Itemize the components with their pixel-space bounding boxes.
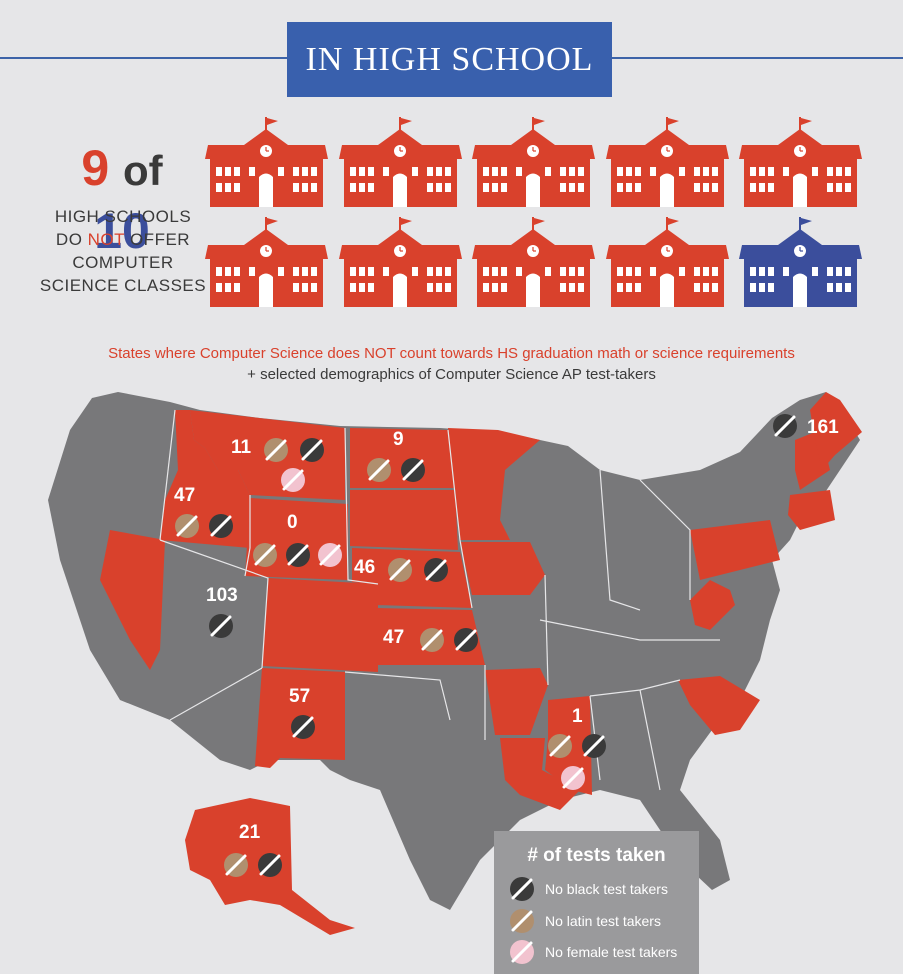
state-west-virginia — [690, 580, 735, 630]
ratio-denominator: 10 — [94, 203, 150, 259]
state-nevada — [100, 530, 165, 670]
state-colorado — [262, 578, 378, 672]
legend-item-black: No black test takers — [509, 876, 668, 902]
us-map — [48, 392, 862, 935]
state-idaho — [160, 410, 250, 548]
latin-badge-icon — [419, 627, 445, 653]
latin-badge-icon — [509, 908, 535, 934]
latin-badge-icon — [547, 733, 573, 759]
ratio-numerator: 9 — [81, 140, 110, 196]
state-iowa — [460, 542, 545, 595]
state-count-ms: 1 — [572, 706, 583, 727]
ratio-stat: 9 of 10 — [52, 138, 192, 261]
legend-title: # of tests taken — [527, 845, 666, 866]
state-count-ak: 21 — [239, 822, 261, 843]
latin-badge-icon — [263, 437, 289, 463]
latin-badge-icon — [174, 513, 200, 539]
page-title: IN HIGH SCHOOL — [287, 22, 612, 97]
state-count-wy: 0 — [287, 512, 298, 533]
state-count-ne: 46 — [354, 557, 376, 578]
black-badge-icon — [453, 627, 479, 653]
state-minnesota — [448, 428, 540, 540]
state-borders — [159, 409, 720, 791]
state-count-me: 161 — [807, 417, 839, 438]
state-count-id: 47 — [174, 485, 196, 506]
state-louisiana — [500, 738, 580, 810]
map-caption: States where Computer Science does NOT c… — [108, 345, 795, 383]
black-badge-icon — [772, 413, 798, 439]
black-badge-icon — [208, 513, 234, 539]
state-south-dakota — [350, 490, 458, 550]
state-count-ks: 47 — [383, 627, 405, 648]
state-south-carolina — [678, 676, 760, 735]
state-count-mt: 11 — [231, 437, 252, 458]
latin-badge-icon — [223, 852, 249, 878]
state-count-nm: 57 — [289, 686, 311, 707]
black-badge-icon — [423, 557, 449, 583]
state-pennsylvania — [690, 520, 780, 580]
legend: # of tests taken No black test takers No… — [494, 831, 699, 974]
black-badge-icon — [208, 613, 234, 639]
legend-item-latin: No latin test takers — [509, 908, 661, 934]
latin-badge-icon — [387, 557, 413, 583]
black-badge-icon — [299, 437, 325, 463]
latin-badge-icon — [366, 457, 392, 483]
black-badge-icon — [400, 457, 426, 483]
female-badge-icon — [509, 939, 535, 965]
state-new-england-south — [788, 490, 835, 530]
female-badge-icon — [317, 542, 343, 568]
black-badge-icon — [581, 733, 607, 759]
latin-badge-icon — [252, 542, 278, 568]
black-badge-icon — [509, 876, 535, 902]
black-badge-icon — [290, 714, 316, 740]
black-badge-icon — [285, 542, 311, 568]
state-count-nd: 9 — [393, 429, 404, 450]
state-count-ut: 103 — [206, 585, 238, 606]
female-badge-icon — [280, 467, 306, 493]
state-arkansas — [485, 668, 548, 735]
stat-description: HIGH SCHOOLS DO NOT OFFER COMPUTER SCIEN… — [39, 207, 207, 295]
legend-item-female: No female test takers — [509, 939, 677, 965]
state-maine — [810, 392, 862, 470]
black-badge-icon — [257, 852, 283, 878]
female-badge-icon — [560, 765, 586, 791]
ratio-of: of — [123, 147, 163, 194]
